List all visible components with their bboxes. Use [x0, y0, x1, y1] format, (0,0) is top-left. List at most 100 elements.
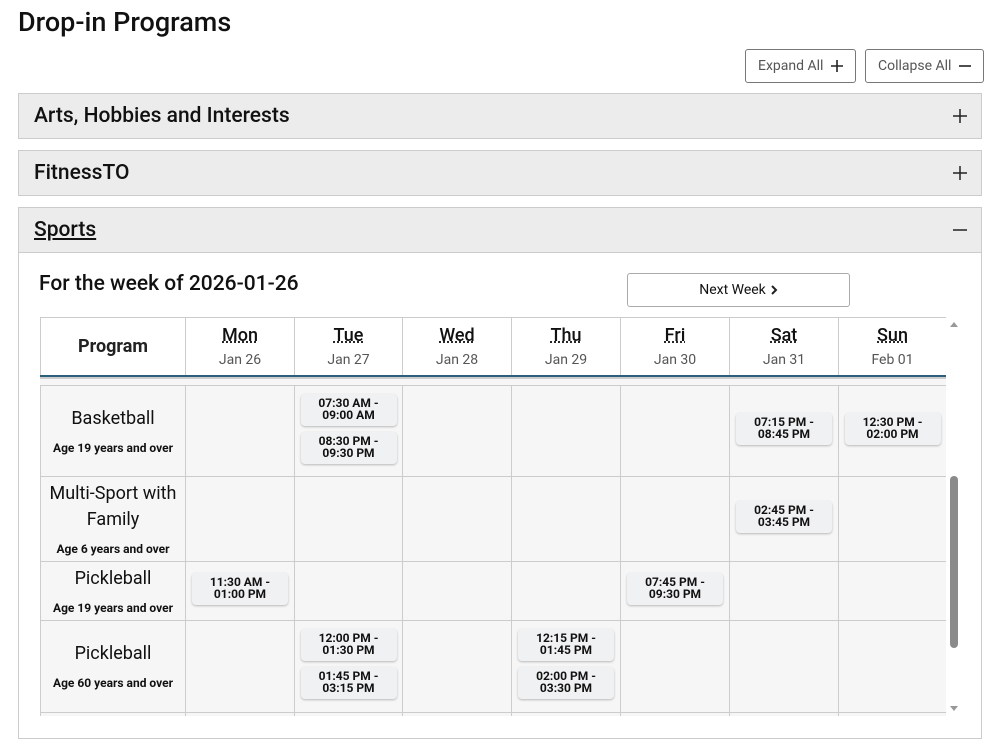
day-cell	[838, 560, 946, 621]
program-age: Age 60 years and over	[53, 676, 173, 690]
slot-end: 01:30 PM	[322, 643, 375, 657]
day-cell	[511, 711, 621, 716]
slot-end: 08:45 PM	[757, 426, 811, 441]
day-header: Sun Feb 01	[838, 317, 946, 377]
program-cell: Basketball Age 19 years and over	[40, 384, 186, 477]
program-row: Pickleball Age 19 years and over 11:30 AM …	[40, 560, 946, 621]
chevron-icon	[771, 285, 778, 295]
day-cell	[511, 560, 621, 621]
day-cell	[620, 619, 730, 713]
slot-start: 12:00 PM -	[318, 631, 379, 645]
day-cell: 12:15 PM -01:45 PM 02:00 PM -03:30 PM	[511, 619, 621, 713]
expand-icon	[953, 109, 967, 123]
next-week-button[interactable]: Next Week	[627, 273, 850, 307]
day-cell: 07:45 PM -09:30 PM	[620, 560, 730, 621]
program-header: Program	[40, 317, 186, 377]
day-name: Fri	[664, 324, 686, 346]
schedule-table: Program Mon Jan 26 Tue Jan 27 Wed Jan 28 Thu Jan…	[40, 317, 946, 716]
section-header[interactable]: FitnessTO	[18, 150, 982, 196]
slot-end: 03:30 PM	[539, 681, 593, 695]
day-date: Jan 28	[435, 351, 479, 368]
time-slot[interactable]: 08:30 PM -09:30 PM	[300, 431, 397, 464]
slot-end: 01:00 PM	[213, 586, 267, 601]
expand-all-button[interactable]: Expand All	[745, 49, 857, 83]
day-date: Jan 30	[653, 351, 697, 368]
day-cell	[185, 475, 295, 562]
day-cell	[185, 384, 295, 477]
day-date: Feb 01	[871, 351, 914, 368]
slot-end: 02:00 PM	[866, 426, 919, 441]
day-cell	[620, 711, 730, 716]
day-date: Jan 27	[327, 351, 370, 368]
program-name: Pickleball	[74, 567, 152, 589]
day-name: Wed	[439, 324, 475, 346]
collapse-all-button[interactable]: Collapse All	[865, 49, 985, 83]
day-cell: 07:30 AM -09:00 AM 08:30 PM -09:30 PM	[294, 384, 403, 477]
slot-end: 09:30 PM	[648, 586, 702, 601]
time-slot[interactable]: 07:30 AM -09:00 AM	[300, 393, 397, 426]
section-header[interactable]: Sports	[18, 207, 982, 253]
day-cell	[402, 711, 512, 716]
accordion-section: Sports For the week of 2026-01-26 Next Wee…	[18, 207, 982, 739]
day-header: Tue Jan 27	[294, 317, 403, 377]
day-cell	[294, 560, 403, 621]
time-slot[interactable]: 02:45 PM -03:45 PM	[736, 500, 832, 533]
slot-end: 03:45 PM	[757, 514, 811, 529]
accordion-section: FitnessTO	[18, 150, 982, 196]
section-header[interactable]: Arts, Hobbies and Interests	[18, 93, 982, 139]
day-cell	[294, 475, 403, 562]
time-slot[interactable]: 01:45 PM -03:15 PM	[300, 667, 397, 699]
section-title: Arts, Hobbies and Interests	[34, 104, 290, 128]
accordion-section: Arts, Hobbies and Interests	[18, 93, 982, 139]
time-slot[interactable]: 07:15 PM -08:45 PM	[736, 412, 832, 445]
slot-start: 01:45 PM -	[318, 669, 379, 683]
slot-start: 12:15 PM -	[536, 631, 596, 645]
time-slot[interactable]: 07:45 PM -09:30 PM	[627, 572, 723, 605]
day-cell	[729, 560, 839, 621]
time-slot[interactable]: 12:00 PM -01:30 PM	[300, 629, 397, 661]
page-title: Drop-in Programs	[18, 6, 232, 38]
slot-start: 08:30 PM -	[318, 433, 379, 448]
program-row: Basketball Age 19 years and over 07:30 AM …	[40, 384, 946, 477]
week-label: For the week of 2026-01-26	[39, 272, 299, 296]
time-slot[interactable]: 12:15 PM -01:45 PM	[518, 629, 614, 661]
day-header: Sat Jan 31	[729, 317, 839, 377]
button-label: Expand All	[758, 58, 824, 74]
day-header: Mon Jan 26	[185, 317, 295, 377]
day-cell: 02:45 PM -03:45 PM	[729, 475, 839, 562]
day-header: Wed Jan 28	[402, 317, 512, 377]
slot-end: 01:45 PM	[539, 643, 593, 657]
day-cell: 07:15 PM -08:45 PM	[729, 384, 839, 477]
time-slot[interactable]: 12:30 PM -02:00 PM	[844, 412, 941, 445]
scrollbar[interactable]	[947, 317, 961, 716]
expand-icon	[953, 166, 967, 180]
program-name: Multi-Sport with Family	[49, 482, 177, 530]
program-cell: Pickleball Age 60 years and over	[40, 619, 186, 713]
time-slot[interactable]: 02:00 PM -03:30 PM	[518, 667, 614, 699]
slot-start: 07:45 PM -	[645, 574, 705, 589]
program-row: Pickleball Age 60 years and over 12:00 PM …	[40, 619, 946, 713]
slot-end: 09:30 PM	[322, 445, 375, 460]
day-cell	[838, 475, 946, 562]
slot-start: 07:15 PM -	[754, 414, 814, 429]
program-name: Basketball	[71, 407, 155, 429]
day-date: Jan 31	[762, 351, 806, 368]
slot-start: 11:30 AM -	[209, 574, 271, 589]
slot-start: 12:30 PM -	[862, 414, 923, 429]
day-cell	[402, 475, 512, 562]
time-slot[interactable]: 11:30 AM -01:00 PM	[192, 572, 288, 605]
day-cell	[838, 619, 946, 713]
slot-end: 09:00 AM	[322, 407, 375, 422]
day-name: Tue	[333, 324, 364, 346]
day-name: Thu	[550, 324, 582, 346]
program-age: Age 19 years and over	[53, 440, 173, 455]
program-cell: Pickleball Age 19 years and over	[40, 560, 186, 621]
program-age: Age 6 years and over	[56, 541, 170, 556]
header-row: Program Mon Jan 26 Tue Jan 27 Wed Jan 28 Thu Jan…	[40, 317, 946, 377]
table-header: Program Mon Jan 26 Tue Jan 27 Wed Jan 28 Thu Jan…	[40, 317, 946, 377]
day-cell: 12:30 PM -02:00 PM	[838, 384, 946, 477]
plus-icon	[831, 60, 844, 72]
day-cell	[294, 711, 403, 716]
day-cell	[402, 619, 512, 713]
